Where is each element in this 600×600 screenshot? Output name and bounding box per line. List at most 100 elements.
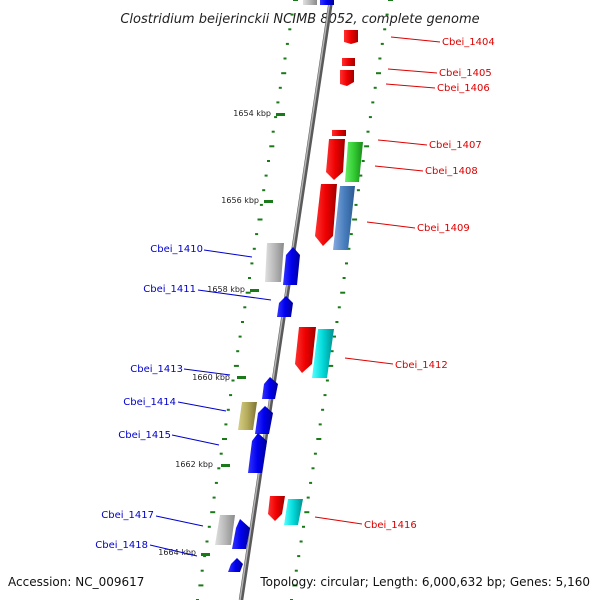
track-tick: [219, 452, 223, 455]
gene-arrow-cbei-1414a[interactable]: [238, 402, 257, 430]
track-tick: [368, 116, 372, 119]
gene-label[interactable]: Cbei_1408: [425, 166, 478, 177]
leader-line: [377, 139, 428, 146]
track-tick: [264, 174, 268, 177]
gene-label[interactable]: Cbei_1410: [150, 244, 203, 255]
kbp-label: 1654 kbp: [233, 109, 271, 118]
gene-arrow-cbei-1413[interactable]: [262, 377, 278, 399]
gene-block[interactable]: [303, 0, 317, 5]
gene-arrow-cbei-1407[interactable]: [332, 130, 346, 136]
track-tick: [352, 218, 358, 221]
gene-label[interactable]: Cbei_1416: [364, 520, 417, 531]
track-tick: [262, 189, 266, 192]
track-tick: [337, 306, 341, 309]
track-tick: [198, 584, 204, 587]
gene-label[interactable]: Cbei_1413: [130, 364, 183, 375]
gene-arrow-cbei-1415[interactable]: [248, 433, 267, 473]
track-tick: [309, 481, 313, 484]
track-tick: [212, 496, 216, 499]
gene-arrow-cbei-1404[interactable]: [344, 30, 358, 44]
gene-arrow-cbei-1417a[interactable]: [215, 515, 235, 545]
track-tick: [236, 350, 240, 353]
track-tick: [383, 28, 387, 31]
track-tick: [271, 130, 275, 133]
gene-arrow-cbei-1409a[interactable]: [315, 184, 337, 246]
kbp-label: 1664 kbp: [158, 548, 196, 557]
track-tick: [373, 86, 377, 89]
track-tick: [299, 540, 303, 543]
track-tick: [345, 262, 348, 265]
kbp-label: 1656 kbp: [221, 196, 259, 205]
summary-text: Topology: circular; Length: 6,000,632 bp…: [259, 575, 590, 589]
gene-arrow-cbei-1416[interactable]: [284, 499, 303, 525]
gene-arrow-cbei-1411[interactable]: [277, 296, 293, 317]
track-tick: [356, 189, 360, 192]
track-tick: [233, 364, 239, 367]
gene-label[interactable]: Cbei_1406: [437, 83, 490, 94]
gene-label[interactable]: Cbei_1409: [417, 223, 470, 234]
gene-arrow-cbei-1417[interactable]: [232, 519, 250, 549]
track-tick: [274, 116, 278, 119]
track-tick: [325, 379, 329, 382]
gene-label[interactable]: Cbei_1414: [123, 397, 176, 408]
track-tick: [376, 72, 381, 75]
track-tick: [342, 277, 346, 279]
kbp-tick: [264, 200, 273, 203]
kbp-tick: [237, 376, 246, 379]
kbp-tick: [201, 553, 210, 556]
gene-arrow-cbei-1416a[interactable]: [268, 496, 285, 521]
kbp-tick: [221, 464, 230, 467]
kbp-scale: 1654 kbp 1656 kbp 1658 kbp 1660 kbp 1662…: [158, 109, 285, 557]
forward-gene-labels: Cbei_1404 Cbei_1405 Cbei_1406 Cbei_1407 …: [314, 36, 495, 531]
tick-track-right: [290, 0, 393, 600]
track-tick: [302, 525, 305, 528]
gene-label[interactable]: Cbei_1411: [143, 284, 196, 295]
track-tick: [214, 481, 218, 484]
kbp-label: 1662 kbp: [175, 460, 213, 469]
gene-arrow-cbei-1410a[interactable]: [265, 243, 284, 282]
gene-arrow-cbei-1407b[interactable]: [326, 139, 345, 180]
gene-label[interactable]: Cbei_1417: [101, 510, 154, 521]
track-tick: [290, 13, 294, 16]
track-tick: [366, 130, 370, 133]
leader-line: [366, 221, 416, 229]
gene-label[interactable]: Cbei_1404: [442, 37, 495, 48]
gene-arrow-cbei-1414[interactable]: [255, 406, 273, 434]
gene-label[interactable]: Cbei_1415: [118, 430, 171, 441]
gene-arrow-cbei-1408[interactable]: [345, 142, 363, 182]
track-tick: [292, 584, 298, 587]
gene-arrow-cbei-1418[interactable]: [228, 558, 243, 572]
track-tick: [333, 335, 336, 338]
gene-label[interactable]: Cbei_1407: [429, 140, 482, 151]
leader-line: [390, 36, 441, 43]
track-tick: [340, 291, 346, 294]
gene-arrow-cbei-1406[interactable]: [340, 70, 354, 86]
track-tick: [347, 247, 351, 250]
accession-text: Accession: NC_009617: [8, 575, 144, 589]
track-tick: [248, 277, 251, 279]
gene-arrow-cbei-1409[interactable]: [333, 186, 355, 250]
track-tick: [203, 555, 207, 558]
gene-block[interactable]: [320, 0, 334, 5]
leader-line: [177, 401, 227, 412]
track-tick: [231, 379, 235, 382]
gene-label[interactable]: Cbei_1412: [395, 360, 448, 371]
track-tick: [313, 452, 317, 455]
gene-arrow-cbei-1410[interactable]: [283, 247, 300, 285]
gene-arrow-cbei-1412[interactable]: [312, 329, 334, 378]
track-tick: [207, 525, 211, 528]
track-tick: [250, 262, 254, 265]
gene-label[interactable]: Cbei_1418: [95, 540, 148, 551]
gene-arrow-cbei-1412a[interactable]: [295, 327, 316, 373]
kbp-tick: [276, 113, 285, 116]
kbp-tick: [250, 289, 259, 292]
track-tick: [385, 13, 389, 16]
track-tick: [276, 101, 280, 104]
track-tick: [371, 101, 375, 104]
track-tick: [278, 86, 282, 89]
gene-label[interactable]: Cbei_1405: [439, 68, 492, 79]
track-tick: [241, 321, 244, 323]
gene-arrow-cbei-1405[interactable]: [342, 58, 355, 66]
track-tick: [200, 569, 204, 572]
